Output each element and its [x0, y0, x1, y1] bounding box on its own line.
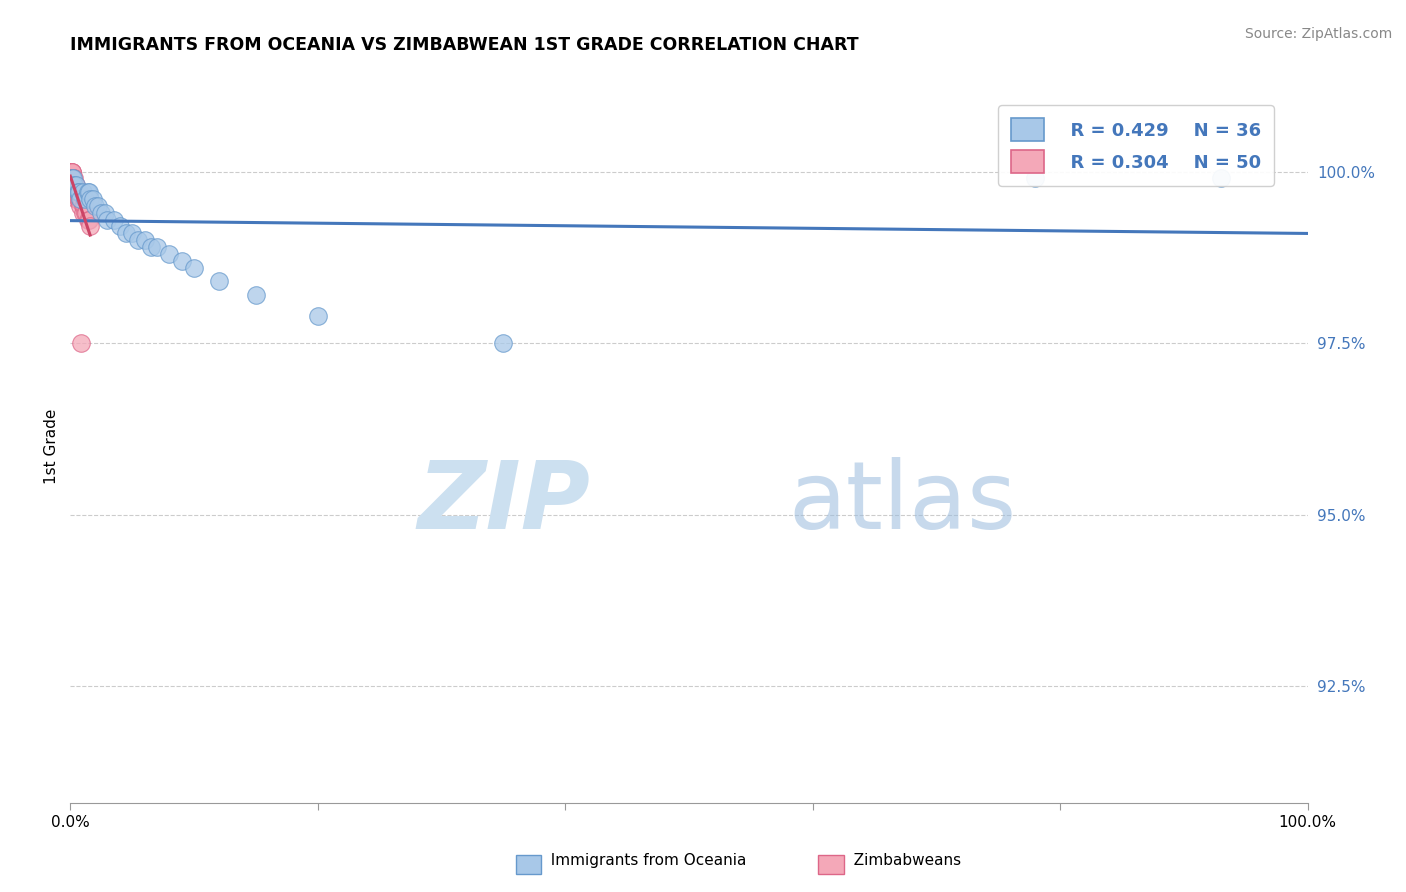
- Point: [65, 185, 87, 199]
- Point: [62, 171, 84, 186]
- Point: [84, 199, 107, 213]
- Point: [82, 192, 104, 206]
- Point: [59, 164, 82, 178]
- Point: [72, 199, 94, 213]
- Point: [66, 192, 89, 206]
- Point: [245, 288, 267, 302]
- Point: [59, 164, 82, 178]
- Point: [76, 212, 98, 227]
- Point: [75, 205, 97, 219]
- Point: [1209, 171, 1232, 186]
- Point: [59, 164, 82, 178]
- Point: [96, 212, 118, 227]
- Point: [60, 164, 83, 178]
- Point: [72, 205, 94, 219]
- Point: [60, 171, 83, 186]
- Point: [59, 164, 82, 178]
- Point: [63, 171, 86, 186]
- Point: [70, 192, 93, 206]
- Point: [59, 171, 82, 186]
- Point: [65, 185, 87, 199]
- Point: [60, 178, 83, 193]
- Point: [134, 233, 156, 247]
- Point: [67, 185, 90, 199]
- Point: [1024, 171, 1046, 186]
- Point: [70, 336, 93, 351]
- Point: [183, 260, 205, 275]
- Text: Zimbabweans: Zimbabweans: [844, 854, 960, 868]
- Point: [63, 178, 86, 193]
- Point: [170, 253, 193, 268]
- Point: [66, 185, 89, 199]
- Point: [86, 199, 108, 213]
- Point: [66, 185, 89, 199]
- Point: [63, 178, 86, 193]
- Point: [60, 164, 83, 178]
- Point: [60, 171, 83, 186]
- Point: [65, 185, 87, 199]
- Legend:   R = 0.429    N = 36,   R = 0.304    N = 50: R = 0.429 N = 36, R = 0.304 N = 50: [998, 105, 1274, 186]
- Point: [67, 192, 90, 206]
- Point: [60, 171, 83, 186]
- Point: [60, 164, 83, 178]
- Point: [75, 192, 97, 206]
- Point: [60, 171, 83, 186]
- Point: [62, 171, 84, 186]
- Point: [103, 212, 125, 227]
- Point: [79, 192, 101, 206]
- Point: [59, 171, 82, 186]
- Point: [69, 192, 91, 206]
- Point: [208, 274, 231, 288]
- Point: [139, 240, 162, 254]
- Point: [492, 336, 515, 351]
- Y-axis label: 1st Grade: 1st Grade: [44, 409, 59, 483]
- Point: [62, 185, 84, 199]
- Point: [62, 178, 84, 193]
- Point: [59, 171, 82, 186]
- Point: [69, 192, 91, 206]
- Point: [60, 178, 83, 193]
- Point: [146, 240, 169, 254]
- Text: IMMIGRANTS FROM OCEANIA VS ZIMBABWEAN 1ST GRADE CORRELATION CHART: IMMIGRANTS FROM OCEANIA VS ZIMBABWEAN 1S…: [70, 36, 859, 54]
- Point: [94, 205, 117, 219]
- Point: [60, 178, 83, 193]
- Point: [79, 219, 101, 234]
- Point: [63, 185, 86, 199]
- Point: [157, 247, 180, 261]
- Point: [121, 227, 143, 241]
- Point: [73, 199, 96, 213]
- Point: [59, 171, 82, 186]
- Point: [59, 171, 82, 186]
- Point: [60, 171, 83, 186]
- Point: [76, 185, 98, 199]
- Point: [65, 178, 87, 193]
- Point: [65, 178, 87, 193]
- Point: [75, 205, 97, 219]
- Point: [60, 178, 83, 193]
- Point: [67, 185, 90, 199]
- Text: atlas: atlas: [787, 457, 1017, 549]
- Point: [90, 205, 112, 219]
- Point: [59, 171, 82, 186]
- Text: ZIP: ZIP: [418, 457, 591, 549]
- Point: [69, 199, 91, 213]
- Point: [62, 178, 84, 193]
- Point: [72, 185, 94, 199]
- Point: [108, 219, 131, 234]
- Text: Source: ZipAtlas.com: Source: ZipAtlas.com: [1244, 27, 1392, 41]
- Point: [127, 233, 149, 247]
- Point: [65, 192, 87, 206]
- Text: Immigrants from Oceania: Immigrants from Oceania: [541, 854, 747, 868]
- Point: [77, 212, 100, 227]
- Point: [77, 185, 100, 199]
- Point: [65, 178, 87, 193]
- Point: [307, 309, 329, 323]
- Point: [115, 227, 138, 241]
- Point: [62, 171, 84, 186]
